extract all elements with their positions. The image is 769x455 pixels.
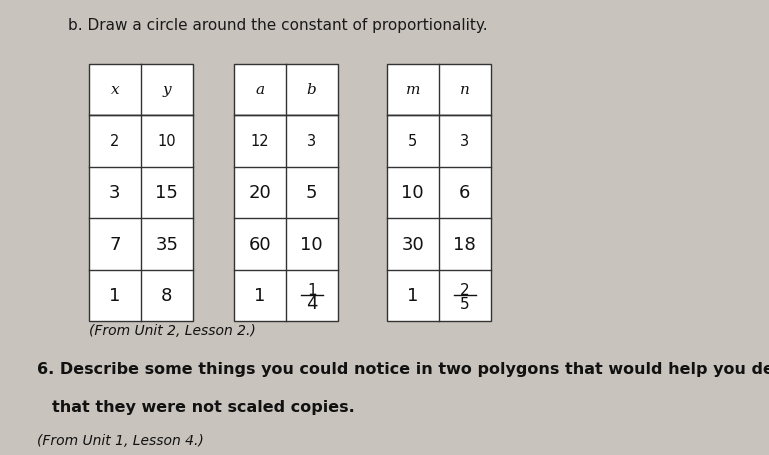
Text: 1: 1 — [307, 283, 317, 298]
Text: 18: 18 — [454, 235, 476, 253]
Text: 5: 5 — [460, 296, 470, 311]
Text: y: y — [162, 83, 171, 97]
Text: 60: 60 — [248, 235, 271, 253]
Text: 8: 8 — [161, 287, 172, 304]
Text: 4: 4 — [306, 295, 318, 313]
Text: 5: 5 — [408, 134, 418, 149]
FancyBboxPatch shape — [89, 116, 193, 321]
FancyBboxPatch shape — [387, 116, 491, 321]
Text: (From Unit 2, Lesson 2.): (From Unit 2, Lesson 2.) — [89, 324, 255, 338]
FancyBboxPatch shape — [387, 65, 491, 116]
Text: b: b — [307, 83, 317, 97]
Text: 7: 7 — [109, 235, 121, 253]
Text: 35: 35 — [155, 235, 178, 253]
Text: 10: 10 — [158, 134, 176, 149]
Text: 1: 1 — [254, 287, 265, 304]
Text: m: m — [405, 83, 420, 97]
Text: 6. Describe some things you could notice in two polygons that would help you dec: 6. Describe some things you could notice… — [37, 362, 769, 376]
Text: (From Unit 1, Lesson 4.): (From Unit 1, Lesson 4.) — [37, 433, 204, 447]
FancyBboxPatch shape — [234, 65, 338, 116]
Text: 10: 10 — [301, 235, 323, 253]
Text: 2: 2 — [110, 134, 119, 149]
Text: that they were not scaled copies.: that they were not scaled copies. — [52, 399, 355, 415]
Text: 3: 3 — [307, 134, 316, 149]
Text: 3: 3 — [109, 184, 121, 202]
Text: 6: 6 — [459, 184, 471, 202]
Text: 2: 2 — [460, 283, 470, 298]
Text: x: x — [111, 83, 119, 97]
Text: 5: 5 — [306, 184, 318, 202]
Text: 30: 30 — [401, 235, 424, 253]
Text: 3: 3 — [460, 134, 469, 149]
FancyBboxPatch shape — [89, 65, 193, 116]
FancyBboxPatch shape — [234, 116, 338, 321]
Text: b. Draw a circle around the constant of proportionality.: b. Draw a circle around the constant of … — [68, 18, 488, 32]
Text: 1: 1 — [109, 287, 121, 304]
Text: 20: 20 — [248, 184, 271, 202]
Text: a: a — [255, 83, 265, 97]
Text: 10: 10 — [401, 184, 424, 202]
Text: n: n — [460, 83, 470, 97]
Text: 12: 12 — [251, 134, 269, 149]
Text: 15: 15 — [155, 184, 178, 202]
Text: 1: 1 — [407, 287, 418, 304]
